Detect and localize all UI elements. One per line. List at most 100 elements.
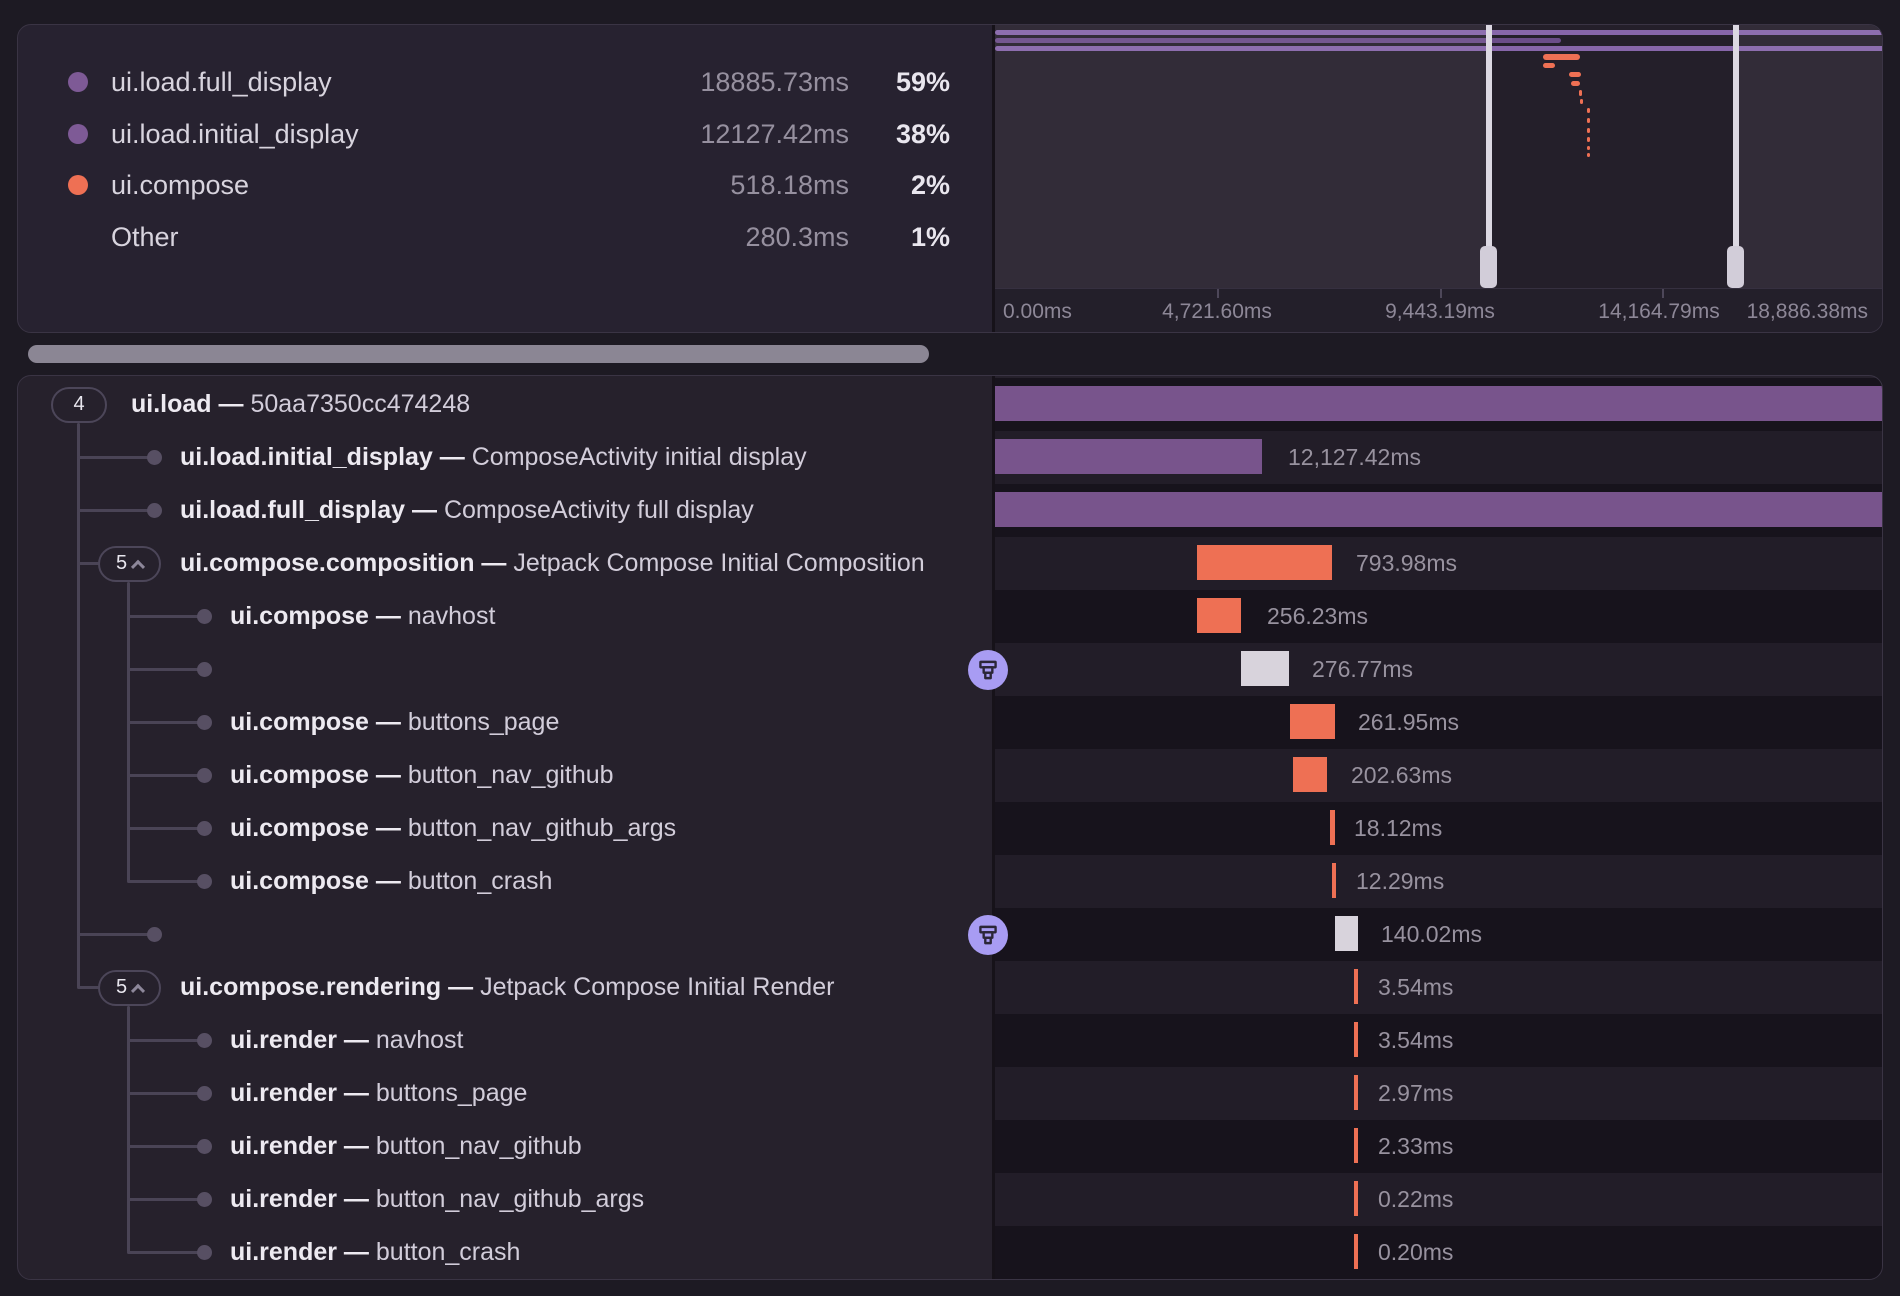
span-duration-bar[interactable] (1332, 863, 1336, 898)
span-op-label: ui.compose (230, 867, 369, 895)
tree-row[interactable]: ui.compose — navhost (18, 590, 992, 643)
span-duration-label: 202.63ms (1351, 762, 1453, 788)
legend-percent: 38% (895, 118, 950, 149)
trace-minimap[interactable]: 0.00ms 4,721.60ms 9,443.19ms 14,164.79ms 18,… (995, 25, 1882, 332)
span-duration-bar[interactable] (1354, 1128, 1358, 1163)
tree-row[interactable]: 4 ui.load — 50aa7350cc474248 (18, 378, 992, 431)
span-duration-bar[interactable] (1354, 1075, 1358, 1110)
span-duration-bar[interactable] (995, 492, 1882, 527)
span-duration-bar[interactable] (1293, 757, 1327, 792)
waterfall-row[interactable]: 12,127.42ms (995, 431, 1882, 484)
span-duration-label: 140.02ms (1381, 921, 1483, 947)
legend-row[interactable]: ui.load.initial_display 12127.42ms 38% (18, 113, 992, 155)
minimap-span-line (995, 30, 1882, 35)
waterfall-row[interactable]: 202.63ms (995, 749, 1882, 802)
tree-row[interactable]: 5 ui.compose.rendering — Jetpack Compose … (18, 961, 992, 1014)
span-duration-bar[interactable] (1335, 916, 1358, 951)
minimap-handle-grip[interactable] (1727, 246, 1744, 288)
tree-node-dot-icon (197, 662, 212, 677)
tree-row[interactable]: ui.compose — buttons_page (18, 696, 992, 749)
tree-row[interactable]: ui.compose — button_nav_github (18, 749, 992, 802)
span-description-label: buttons_page (375, 1079, 528, 1107)
waterfall-row[interactable]: 0.20ms (995, 1226, 1882, 1279)
span-duration-bar[interactable] (1354, 969, 1358, 1004)
legend-op-label: Other (111, 221, 179, 252)
span-description-label: ComposeActivity full display (443, 496, 754, 524)
span-duration-bar[interactable] (1354, 1234, 1358, 1269)
waterfall-row[interactable] (995, 378, 1882, 431)
tree-row[interactable]: ui.render — button_nav_github_args (18, 1173, 992, 1226)
minimap-chart[interactable] (995, 25, 1882, 288)
waterfall-row[interactable]: 2.33ms (995, 1120, 1882, 1173)
minimap-span-mark (1587, 153, 1590, 157)
tree-row[interactable]: ui.render — buttons_page (18, 1067, 992, 1120)
waterfall-row[interactable]: 0.22ms (995, 1173, 1882, 1226)
legend-row[interactable]: Other 280.3ms 1% (18, 216, 992, 258)
span-count-badge[interactable]: 5 (98, 969, 161, 1006)
waterfall-row[interactable]: 140.02ms (995, 908, 1882, 961)
tree-node-dot-icon (147, 927, 162, 942)
span-duration-bar[interactable] (995, 386, 1882, 421)
tree-node-dot-icon (197, 1086, 212, 1101)
tree-row[interactable]: ui.load.full_display — ComposeActivity f… (18, 484, 992, 537)
waterfall-row[interactable]: 3.54ms (995, 1014, 1882, 1067)
legend-dot-icon (68, 72, 88, 92)
span-duration-bar[interactable] (1290, 704, 1335, 739)
legend-duration: 18885.73ms (700, 67, 849, 97)
span-description-label: button_crash (407, 867, 553, 895)
span-duration-bar[interactable] (1354, 1022, 1358, 1057)
legend-row[interactable]: ui.compose 518.18ms 2% (18, 164, 992, 206)
tree-row[interactable]: ui.compose — button_nav_github_args (18, 802, 992, 855)
minimap-dim-overlay (995, 25, 1486, 288)
span-separator: — (336, 1079, 376, 1107)
scrollbar-thumb[interactable] (28, 345, 929, 363)
span-op-label: ui.compose (230, 814, 369, 842)
legend-percent: 1% (910, 221, 950, 252)
tree-node-dot-icon (197, 768, 212, 783)
span-separator: — (405, 496, 444, 524)
span-count-badge[interactable]: 4 (51, 386, 107, 423)
span-count-badge[interactable]: 5 (98, 545, 161, 582)
minimap-span-line (995, 46, 1882, 51)
minimap-viewport-handle[interactable] (1733, 25, 1739, 288)
span-duration-bar[interactable] (1241, 651, 1289, 686)
span-separator: — (336, 1132, 376, 1160)
tree-waterfall-divider[interactable] (992, 376, 995, 1279)
tree-row[interactable]: ui.load.initial_display — ComposeActivit… (18, 431, 992, 484)
minimap-span-mark (1569, 72, 1581, 77)
minimap-handle-grip[interactable] (1480, 246, 1497, 288)
tree-row[interactable]: ui.compose — button_crash (18, 855, 992, 908)
waterfall-row[interactable]: 256.23ms (995, 590, 1882, 643)
tree-row[interactable]: 5 ui.compose.composition — Jetpack Compos… (18, 537, 992, 590)
tree-row[interactable]: ui.render — button_nav_github (18, 1120, 992, 1173)
span-duration-bar[interactable] (1197, 545, 1332, 580)
tree-node-dot-icon (147, 503, 162, 518)
span-duration-bar[interactable] (1354, 1181, 1358, 1216)
legend-op-label: ui.load.initial_display (111, 118, 359, 149)
tree-row[interactable] (18, 643, 992, 696)
span-duration-bar[interactable] (1330, 810, 1335, 845)
minimap-viewport-handle[interactable] (1486, 25, 1492, 288)
tree-row[interactable]: ui.render — navhost (18, 1014, 992, 1067)
waterfall-row[interactable]: 12.29ms (995, 855, 1882, 908)
legend-duration: 12127.42ms (700, 118, 849, 149)
span-duration-bar[interactable] (995, 439, 1262, 474)
waterfall-row[interactable]: 18.12ms (995, 802, 1882, 855)
waterfall-row[interactable]: 2.97ms (995, 1067, 1882, 1120)
profile-icon[interactable] (968, 649, 1008, 690)
waterfall-row[interactable]: 793.98ms (995, 537, 1882, 590)
waterfall-row[interactable]: 261.95ms (995, 696, 1882, 749)
waterfall-row[interactable]: 276.77ms (995, 643, 1882, 696)
span-op-label: ui.compose (230, 761, 369, 789)
legend-row[interactable]: ui.load.full_display 18885.73ms 59% (18, 61, 992, 103)
span-duration-bar[interactable] (1197, 598, 1241, 633)
tree-horizontal-scrollbar[interactable] (17, 341, 974, 367)
profile-icon[interactable] (968, 914, 1008, 955)
waterfall-row[interactable]: 3.54ms (995, 961, 1882, 1014)
tree-row[interactable] (18, 908, 992, 961)
tree-row[interactable]: ui.render — button_crash (18, 1226, 992, 1279)
tree-connector-line (127, 1092, 208, 1095)
span-description-label: navhost (407, 602, 496, 630)
waterfall-row[interactable] (995, 484, 1882, 537)
